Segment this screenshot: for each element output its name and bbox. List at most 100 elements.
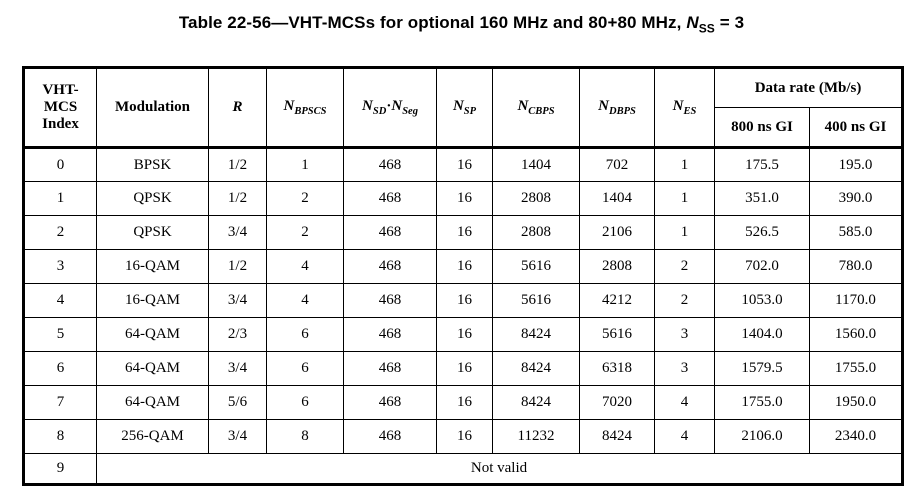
table-row-not-valid: 9 Not valid bbox=[23, 453, 904, 485]
cell: 2 bbox=[654, 249, 715, 284]
cell: 702 bbox=[579, 147, 655, 182]
cell: 2106 bbox=[579, 215, 655, 250]
cell: 175.5 bbox=[714, 147, 810, 182]
cell: 1/2 bbox=[208, 249, 267, 284]
cell: 526.5 bbox=[714, 215, 810, 250]
cell: 1579.5 bbox=[714, 351, 810, 386]
cell: 2340.0 bbox=[808, 419, 904, 454]
cell: 468 bbox=[343, 249, 437, 284]
cell: 1 bbox=[266, 147, 344, 182]
header-n-dbps: NDBPS bbox=[579, 67, 655, 148]
cell: 2/3 bbox=[208, 317, 267, 352]
cell: 2808 bbox=[492, 181, 580, 216]
table-body: 0 BPSK 1/2 1 468 16 1404 702 1 175.5 195.0 1 QPSK 1/2… bbox=[23, 147, 904, 485]
cell: 8 bbox=[23, 419, 97, 454]
table-row: 4 16-QAM 3/4 4 468 16 5616 4212 2 1053.0 1170.0 bbox=[23, 283, 904, 318]
cell: 6 bbox=[266, 385, 344, 420]
cell: 1/2 bbox=[208, 147, 267, 182]
cell: 702.0 bbox=[714, 249, 810, 284]
header-n-es: NES bbox=[654, 67, 715, 148]
cell: 1755.0 bbox=[714, 385, 810, 420]
cell: 0 bbox=[23, 147, 97, 182]
cell: 1404.0 bbox=[714, 317, 810, 352]
cell: 16-QAM bbox=[96, 249, 209, 284]
cell: 2106.0 bbox=[714, 419, 810, 454]
cell: 4 bbox=[266, 249, 344, 284]
cell: 8 bbox=[266, 419, 344, 454]
cell: 6 bbox=[266, 351, 344, 386]
header-n-sd-n-seg: NSD·NSeg bbox=[343, 67, 437, 148]
cell: 2 bbox=[266, 181, 344, 216]
cell: 4 bbox=[654, 385, 715, 420]
cell: 16 bbox=[436, 283, 493, 318]
cell-index-9: 9 bbox=[23, 453, 97, 485]
cell: 64-QAM bbox=[96, 351, 209, 386]
cell: 1404 bbox=[492, 147, 580, 182]
cell: BPSK bbox=[96, 147, 209, 182]
cell: 3/4 bbox=[208, 215, 267, 250]
table-row: 8 256-QAM 3/4 8 468 16 11232 8424 4 2106.0 2340.0 bbox=[23, 419, 904, 454]
cell: 468 bbox=[343, 181, 437, 216]
cell: 8424 bbox=[492, 385, 580, 420]
table-row: 5 64-QAM 2/3 6 468 16 8424 5616 3 1404.0 1560.0 bbox=[23, 317, 904, 352]
cell: QPSK bbox=[96, 215, 209, 250]
cell: 8424 bbox=[579, 419, 655, 454]
cell: 7020 bbox=[579, 385, 655, 420]
table-row: 7 64-QAM 5/6 6 468 16 8424 7020 4 1755.0 1950.0 bbox=[23, 385, 904, 420]
cell: 5 bbox=[23, 317, 97, 352]
cell: 16-QAM bbox=[96, 283, 209, 318]
cell: 6318 bbox=[579, 351, 655, 386]
cell: 2 bbox=[23, 215, 97, 250]
cell: 468 bbox=[343, 215, 437, 250]
cell: 4 bbox=[23, 283, 97, 318]
cell: 64-QAM bbox=[96, 317, 209, 352]
cell: 1170.0 bbox=[808, 283, 904, 318]
cell: 390.0 bbox=[808, 181, 904, 216]
cell: 4212 bbox=[579, 283, 655, 318]
nss-symbol: N bbox=[686, 13, 699, 32]
cell: 16 bbox=[436, 147, 493, 182]
vht-mcs-table: VHT- MCS Index Modulation R NBPSCS NSD·NSe… bbox=[22, 66, 905, 486]
cell: 5/6 bbox=[208, 385, 267, 420]
header-r: R bbox=[208, 67, 267, 148]
cell: 5616 bbox=[492, 283, 580, 318]
cell: 2 bbox=[654, 283, 715, 318]
cell: 16 bbox=[436, 419, 493, 454]
cell: 468 bbox=[343, 317, 437, 352]
cell: 1 bbox=[654, 147, 715, 182]
cell: 1755.0 bbox=[808, 351, 904, 386]
cell: 16 bbox=[436, 317, 493, 352]
cell: 6 bbox=[23, 351, 97, 386]
cell: 585.0 bbox=[808, 215, 904, 250]
cell: 468 bbox=[343, 351, 437, 386]
cell: 5616 bbox=[579, 317, 655, 352]
cell: 1 bbox=[23, 181, 97, 216]
cell: 1 bbox=[654, 181, 715, 216]
cell: 256-QAM bbox=[96, 419, 209, 454]
cell: 468 bbox=[343, 283, 437, 318]
cell: 8424 bbox=[492, 351, 580, 386]
cell: 468 bbox=[343, 385, 437, 420]
header-data-rate-group: Data rate (Mb/s) bbox=[713, 67, 904, 108]
cell: 4 bbox=[654, 419, 715, 454]
cell: 8424 bbox=[492, 317, 580, 352]
cell: 1053.0 bbox=[714, 283, 810, 318]
header-n-cbps: NCBPS bbox=[492, 67, 580, 148]
cell: 16 bbox=[436, 249, 493, 284]
table-title: Table 22-56—VHT-MCSs for optional 160 MH… bbox=[0, 13, 923, 35]
header-n-sp: NSP bbox=[436, 67, 493, 148]
cell: 3 bbox=[654, 351, 715, 386]
header-n-bpscs: NBPSCS bbox=[266, 67, 344, 148]
table-row: 2 QPSK 3/4 2 468 16 2808 2106 1 526.5 585.0 bbox=[23, 215, 904, 250]
table-title-text: Table 22-56—VHT-MCSs for optional 160 MH… bbox=[178, 13, 687, 32]
cell: 2 bbox=[266, 215, 344, 250]
cell: 16 bbox=[436, 181, 493, 216]
cell: 3 bbox=[654, 317, 715, 352]
table-row: 1 QPSK 1/2 2 468 16 2808 1404 1 351.0 390.0 bbox=[23, 181, 904, 216]
cell: 16 bbox=[436, 215, 493, 250]
table-row: 3 16-QAM 1/2 4 468 16 5616 2808 2 702.0 780.0 bbox=[23, 249, 904, 284]
cell: 1 bbox=[654, 215, 715, 250]
cell: 1560.0 bbox=[808, 317, 904, 352]
cell: 468 bbox=[343, 419, 437, 454]
cell: 4 bbox=[266, 283, 344, 318]
